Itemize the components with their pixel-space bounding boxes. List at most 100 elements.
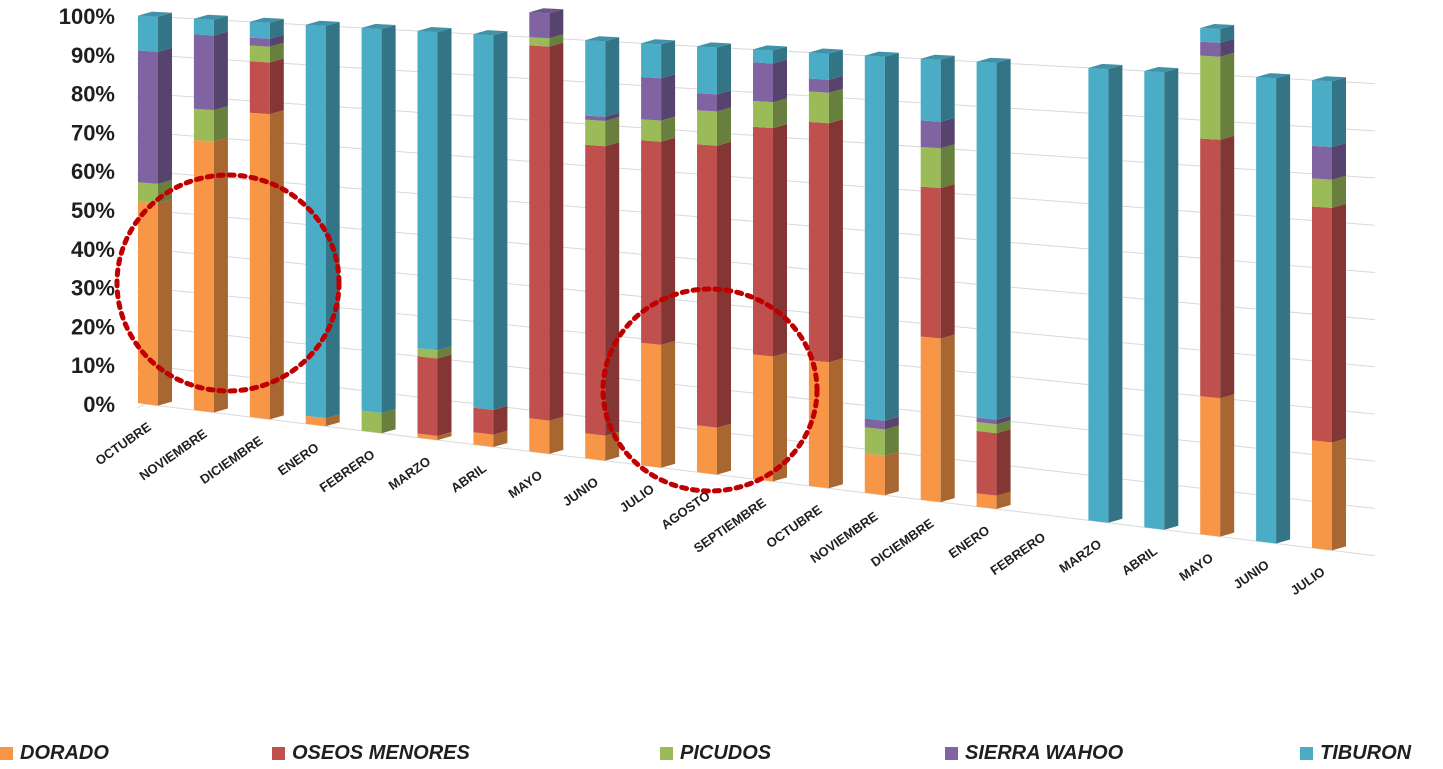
bar-segment-front bbox=[808, 91, 829, 124]
x-tick-label: OCTUBRE bbox=[92, 419, 154, 468]
bar-segment-front bbox=[1312, 440, 1332, 551]
bar-segment-side bbox=[213, 106, 228, 142]
bar-segment-top bbox=[585, 36, 620, 42]
bar-segment-side bbox=[437, 346, 452, 359]
bar-stack bbox=[697, 42, 731, 475]
y-tick-label: 90% bbox=[71, 43, 115, 68]
bar-segment-front bbox=[641, 342, 662, 468]
bar-segment-front bbox=[529, 37, 550, 47]
bar-segment-front bbox=[976, 493, 997, 509]
bar-segment-front bbox=[1312, 178, 1332, 208]
bar-segment-front bbox=[753, 101, 773, 129]
bar-stack bbox=[976, 57, 1011, 509]
y-tick-label: 10% bbox=[71, 353, 115, 378]
bar-segment-front bbox=[1144, 71, 1165, 530]
y-tick-label: 80% bbox=[71, 82, 115, 107]
bar-stack bbox=[753, 45, 787, 482]
legend-label: PICUDOS bbox=[680, 742, 772, 764]
stacked-bar-chart: 0% 10% 20% 30% 40% 50% 60% 70% 80% 90% 100% OCTUBR… bbox=[59, 4, 1376, 598]
bar-segment-top bbox=[1256, 73, 1291, 79]
legend-swatch bbox=[1300, 747, 1313, 760]
bar-segment-side bbox=[549, 34, 564, 47]
bar-stack bbox=[361, 23, 396, 434]
bar-segment-side bbox=[493, 31, 508, 410]
bar-stack bbox=[529, 8, 564, 454]
bar-segment-front bbox=[808, 78, 829, 93]
bar-segment-side bbox=[381, 409, 396, 434]
bar-segment-side bbox=[605, 117, 620, 147]
bar-segment-front bbox=[473, 407, 494, 435]
bar-segment-side bbox=[828, 119, 843, 363]
bar-segment-side bbox=[661, 137, 676, 345]
bar-segment-front bbox=[697, 110, 717, 146]
bar-segment-front bbox=[976, 417, 997, 425]
bar-segment-front bbox=[864, 418, 885, 430]
bar-segment-side bbox=[493, 405, 508, 435]
bar-stack bbox=[305, 20, 340, 427]
bar-segment-front bbox=[417, 31, 438, 351]
bar-segment-front bbox=[976, 430, 997, 496]
bar-segment-side bbox=[940, 184, 955, 339]
bar-segment-side bbox=[1164, 68, 1179, 530]
x-tick-label: FEBRERO bbox=[317, 447, 378, 496]
bar-segment-front bbox=[138, 201, 158, 406]
bar-segment-front bbox=[138, 50, 158, 184]
bar-segment-side bbox=[437, 432, 452, 441]
bar-segment-front bbox=[920, 120, 941, 149]
bar-segment-top bbox=[641, 39, 676, 45]
bar-segment-front bbox=[1312, 145, 1332, 180]
y-tick-label: 20% bbox=[71, 314, 115, 339]
bar-segment-front bbox=[361, 410, 382, 434]
bar-segment-side bbox=[884, 425, 899, 456]
x-tick-label: ABRIL bbox=[1119, 543, 1160, 578]
bar-segment-top bbox=[529, 8, 564, 14]
bar-segment-side bbox=[940, 144, 955, 188]
y-axis-tick-labels: 0% 10% 20% 30% 40% 50% 60% 70% 80% 90% 100% bbox=[59, 4, 115, 417]
legend: DORADO OSEOS MENORES PICUDOS SIERRA WAHOO TI… bbox=[0, 742, 1443, 769]
bar-segment-top bbox=[808, 48, 843, 54]
bar-segment-front bbox=[697, 93, 717, 112]
bar-segment-front bbox=[249, 45, 270, 63]
bar-segment-side bbox=[996, 420, 1011, 434]
bar-segment-side bbox=[605, 37, 620, 117]
y-tick-label: 30% bbox=[71, 276, 115, 301]
bar-segment-side bbox=[158, 12, 172, 52]
bar-stack bbox=[920, 54, 955, 503]
bar-stack bbox=[138, 11, 172, 406]
bar-stack bbox=[473, 30, 508, 447]
bar-segment-side bbox=[828, 75, 843, 93]
x-tick-label: ABRIL bbox=[448, 460, 489, 495]
bar-segment-side bbox=[773, 352, 787, 482]
bar-segment-side bbox=[493, 430, 508, 447]
bar-segment-side bbox=[269, 18, 284, 39]
bar-segment-side bbox=[437, 28, 452, 351]
bar-segment-front bbox=[976, 61, 997, 420]
bar-segment-side bbox=[549, 416, 564, 454]
bar-segment-front bbox=[417, 433, 438, 441]
bar-segment-side bbox=[940, 55, 955, 122]
bar-segment-front bbox=[976, 422, 997, 434]
bar-segment-top bbox=[697, 42, 731, 48]
legend-swatch bbox=[945, 747, 958, 760]
bar-segment-side bbox=[884, 52, 899, 421]
bar-segment-front bbox=[193, 108, 214, 142]
bar-segment-side bbox=[549, 42, 564, 421]
bar-segment-front bbox=[920, 336, 941, 503]
bar-segment-front bbox=[249, 61, 270, 115]
bar-segment-front bbox=[585, 40, 606, 117]
bar-segment-side bbox=[213, 31, 228, 111]
bar-segment-front bbox=[585, 119, 606, 147]
x-tick-label: FEBRERO bbox=[988, 529, 1049, 578]
bar-segment-side bbox=[549, 9, 564, 39]
bar-segment-side bbox=[1220, 25, 1235, 43]
bar-segment-front bbox=[417, 356, 438, 436]
bar-segment-front bbox=[529, 45, 550, 421]
bar-segment-front bbox=[417, 348, 438, 359]
bar-stack bbox=[1312, 76, 1346, 551]
bar-segment-front bbox=[473, 34, 494, 410]
legend-item: DORADO bbox=[0, 742, 109, 765]
bar-segment-side bbox=[661, 116, 676, 142]
bar-segment-top bbox=[920, 54, 955, 60]
bar-segment-side bbox=[773, 59, 787, 103]
bar-stack bbox=[1256, 73, 1291, 544]
